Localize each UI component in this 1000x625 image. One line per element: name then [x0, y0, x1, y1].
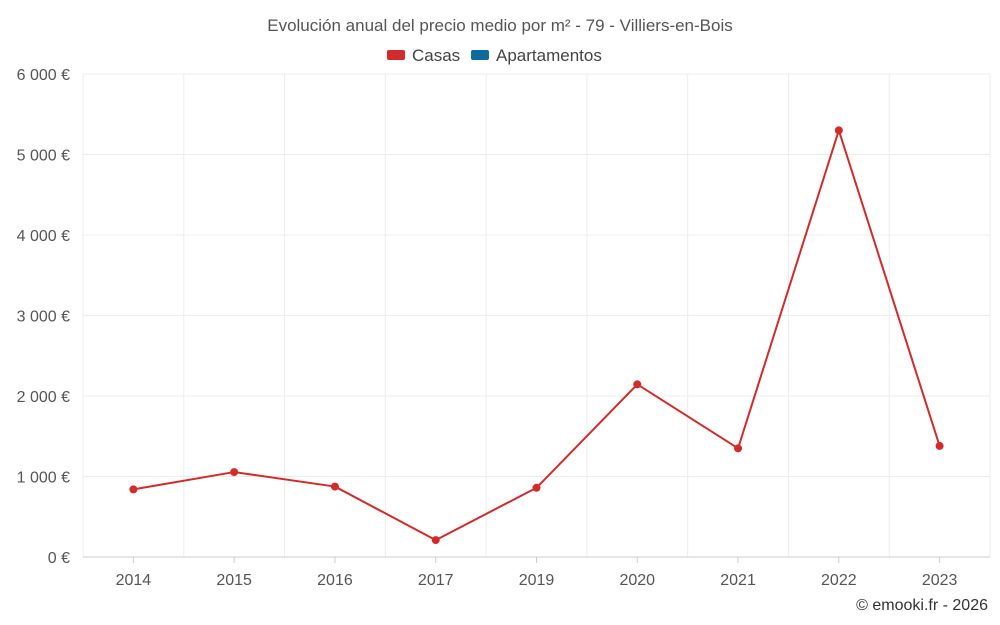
axes: 0 € 1 000 € 2 000 € 3 000 € 4 000 € 5 000 € 6 …	[17, 67, 990, 589]
x-tick-label: 2022	[821, 572, 857, 589]
legend-item-casas[interactable]: Casas	[387, 46, 460, 65]
chart-title: Evolución anual del precio medio por m² …	[267, 16, 733, 35]
x-tick-label: 2023	[922, 572, 958, 589]
series	[129, 126, 944, 545]
y-tick-label: 5 000 €	[17, 148, 70, 165]
legend-swatch-apartamentos	[471, 50, 489, 60]
data-point-casas[interactable]	[330, 482, 339, 491]
y-tick-label: 6 000 €	[17, 67, 70, 84]
legend-label-apartamentos: Apartamentos	[496, 46, 602, 65]
data-point-casas[interactable]	[633, 380, 642, 389]
legend-item-apartamentos[interactable]: Apartamentos	[471, 46, 602, 65]
y-tick-label: 2 000 €	[17, 389, 70, 406]
y-tick-label: 4 000 €	[17, 228, 70, 245]
data-point-casas[interactable]	[734, 444, 743, 453]
data-point-casas[interactable]	[834, 126, 843, 135]
x-tick-label: 2021	[720, 572, 756, 589]
data-point-casas[interactable]	[230, 468, 239, 477]
x-tick-label: 2015	[216, 572, 252, 589]
data-point-casas[interactable]	[129, 485, 138, 494]
x-tick-label: 2014	[116, 572, 152, 589]
legend-label-casas: Casas	[412, 46, 460, 65]
y-tick-label: 0 €	[48, 550, 70, 567]
x-tick-label: 2020	[619, 572, 655, 589]
legend-swatch-casas	[387, 50, 405, 60]
x-tick-label: 2017	[418, 572, 454, 589]
series-line-casas	[133, 129, 941, 542]
x-tick-label: 2019	[519, 572, 555, 589]
data-point-casas[interactable]	[431, 536, 440, 545]
legend: Casas Apartamentos	[387, 46, 602, 65]
data-point-casas[interactable]	[935, 441, 944, 450]
y-tick-label: 3 000 €	[17, 309, 70, 326]
credit-text: © emooki.fr - 2026	[856, 597, 988, 614]
data-point-casas[interactable]	[532, 483, 541, 492]
y-tick-label: 1 000 €	[17, 470, 70, 487]
grid	[82, 73, 991, 558]
x-tick-label: 2016	[317, 572, 353, 589]
